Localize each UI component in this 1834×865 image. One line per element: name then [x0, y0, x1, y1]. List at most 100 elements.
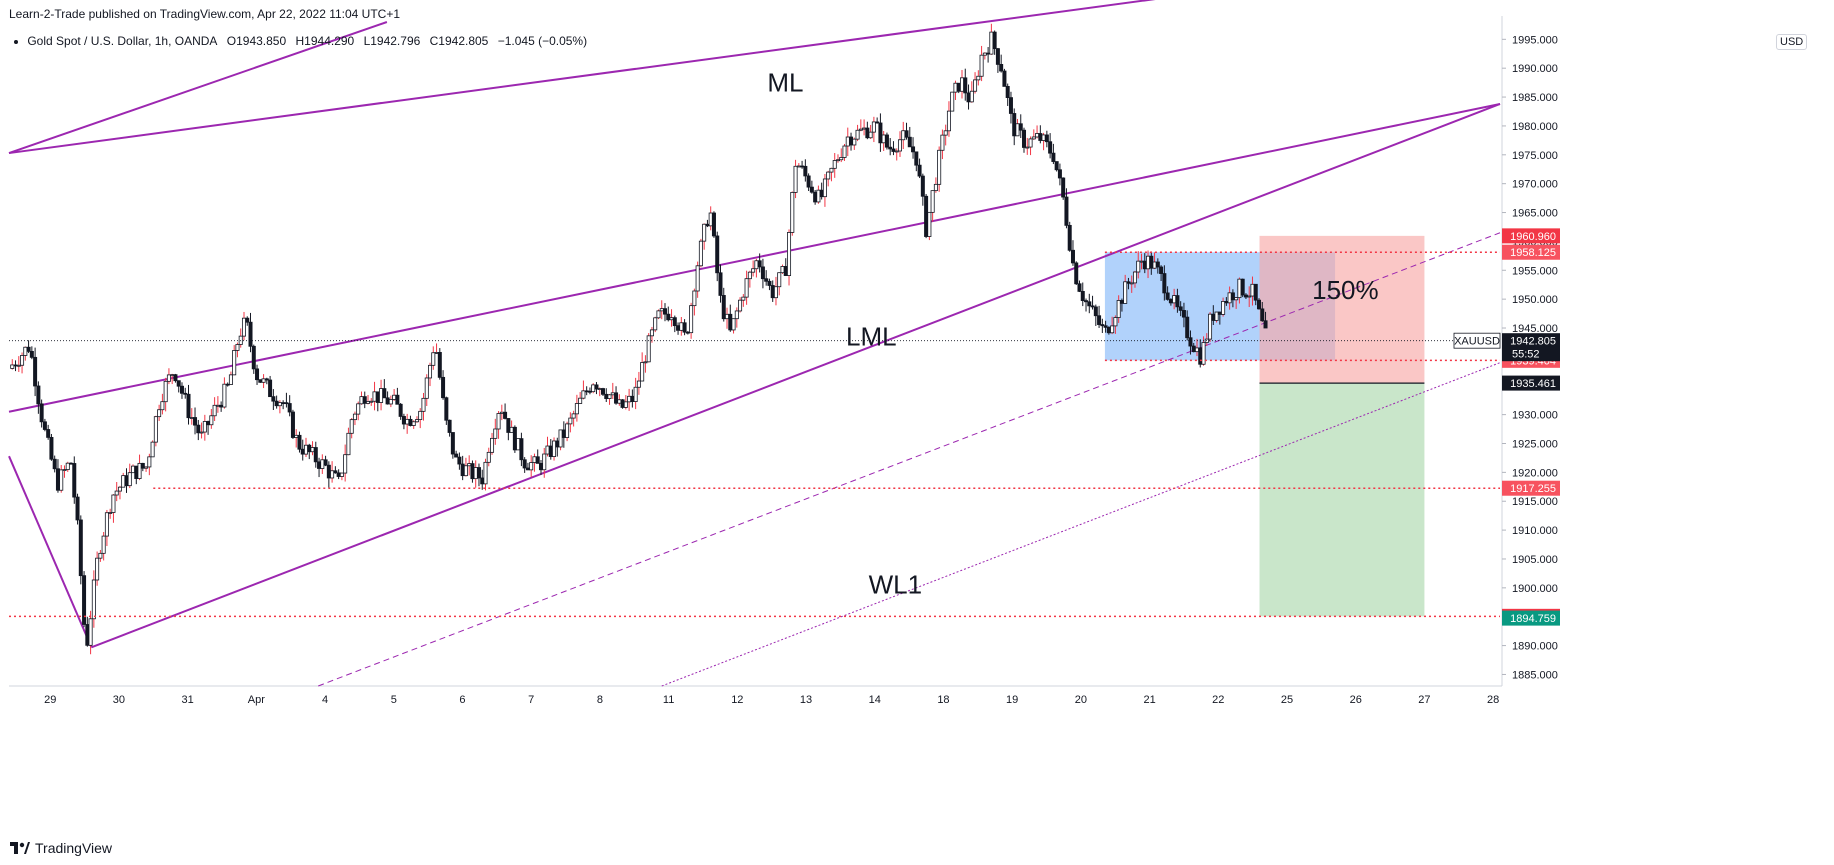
candle-body: [1044, 134, 1049, 143]
candle: [356, 401, 361, 421]
x-tick-label: 13: [800, 694, 812, 706]
candle-body: [725, 313, 730, 320]
candle: [897, 131, 902, 157]
candle-body: [620, 399, 625, 408]
candle: [522, 457, 527, 473]
y-tick-label: 1905.000: [1512, 554, 1558, 566]
candle-body: [26, 346, 31, 352]
candle: [1116, 295, 1121, 323]
candle: [747, 270, 752, 288]
candle: [721, 287, 726, 322]
candle: [1185, 310, 1190, 341]
candle: [780, 264, 785, 274]
candle: [708, 206, 713, 231]
candle-body: [101, 535, 106, 554]
candle-body: [1064, 196, 1069, 226]
candle-body: [946, 110, 951, 132]
pitchfork-line-LML: [91, 103, 1501, 649]
candle: [552, 437, 557, 461]
price-axis[interactable]: 1885.0001890.0001895.0001900.0001905.000…: [1453, 34, 1560, 681]
candle: [865, 121, 870, 140]
currency-badge[interactable]: USD: [1776, 34, 1808, 50]
candle: [793, 159, 798, 199]
candle: [1221, 297, 1226, 317]
candle: [920, 173, 925, 206]
candle: [300, 439, 305, 461]
candle: [946, 101, 951, 137]
candle: [421, 392, 426, 421]
candle-body: [845, 136, 850, 147]
candle-body: [581, 390, 586, 399]
x-tick-label: 30: [113, 694, 125, 706]
candle-body: [519, 438, 524, 461]
candle: [1208, 312, 1213, 343]
reward-zone: [1259, 383, 1425, 617]
candle-body: [999, 64, 1004, 72]
target-price-badge-bg: [1502, 610, 1560, 626]
candle-body: [444, 397, 449, 421]
candle-body: [728, 313, 733, 331]
candle-body: [268, 379, 273, 398]
tradingview-logo[interactable]: TradingView: [10, 840, 112, 856]
candle: [13, 360, 18, 372]
candle: [108, 508, 113, 519]
candle: [88, 610, 93, 655]
candle-body: [800, 165, 805, 168]
candle-body: [597, 388, 602, 390]
candle: [428, 362, 433, 387]
candle-body: [1191, 345, 1196, 353]
candle-body: [568, 417, 573, 425]
candle-body: [1253, 283, 1258, 301]
target-price-badge-text: 1894.759: [1510, 613, 1556, 625]
candle: [52, 455, 57, 473]
candle-body: [379, 388, 384, 403]
candle-body: [235, 344, 240, 351]
candle-body: [829, 167, 834, 173]
candle-body: [1132, 271, 1137, 284]
candle-body: [1198, 347, 1203, 365]
level-badge-support-1-text: 1917.255: [1510, 483, 1556, 495]
candle-body: [144, 466, 149, 469]
candle-body: [1155, 261, 1160, 268]
candle-body: [189, 417, 194, 419]
candle: [734, 307, 739, 328]
candle-body: [871, 121, 876, 133]
candle: [1253, 283, 1258, 306]
candle: [173, 373, 178, 383]
time-axis[interactable]: 29 30 31 Apr 4 5 6 7 8 11 12 13 14 18 19 20 21 22 25 26 27 28: [44, 694, 1499, 706]
candle: [450, 432, 455, 459]
candle: [506, 418, 511, 441]
candle: [764, 270, 769, 286]
candle: [163, 377, 168, 412]
candle: [157, 404, 162, 421]
candle-body: [1224, 301, 1229, 304]
symbol-legend[interactable]: Gold Spot / U.S. Dollar, 1h, OANDA O1943…: [14, 34, 593, 48]
candle: [806, 173, 811, 191]
candle-body: [816, 189, 821, 203]
candle: [496, 411, 501, 439]
candle-body: [117, 486, 122, 492]
level-badge-support-1-bg: [1502, 480, 1560, 496]
candle-body: [754, 260, 759, 270]
candle-body: [170, 374, 175, 377]
candle-body: [1008, 97, 1013, 114]
candle: [144, 466, 149, 472]
candle-body: [493, 428, 498, 439]
entry-price-badge-bg: [1502, 375, 1560, 391]
candle-body: [995, 48, 1000, 65]
candle-body: [1194, 347, 1199, 353]
candle: [858, 119, 863, 132]
candle: [1035, 125, 1040, 139]
candle-body: [157, 409, 162, 418]
candle-body: [1070, 249, 1075, 264]
candle-body: [1005, 86, 1010, 99]
candle: [307, 443, 312, 460]
candle: [215, 396, 220, 413]
x-tick-label: 29: [44, 694, 56, 706]
candle-body: [1022, 129, 1027, 148]
candle-body: [1260, 308, 1265, 322]
candle: [989, 23, 994, 55]
candle: [649, 326, 654, 343]
candle: [20, 352, 25, 374]
